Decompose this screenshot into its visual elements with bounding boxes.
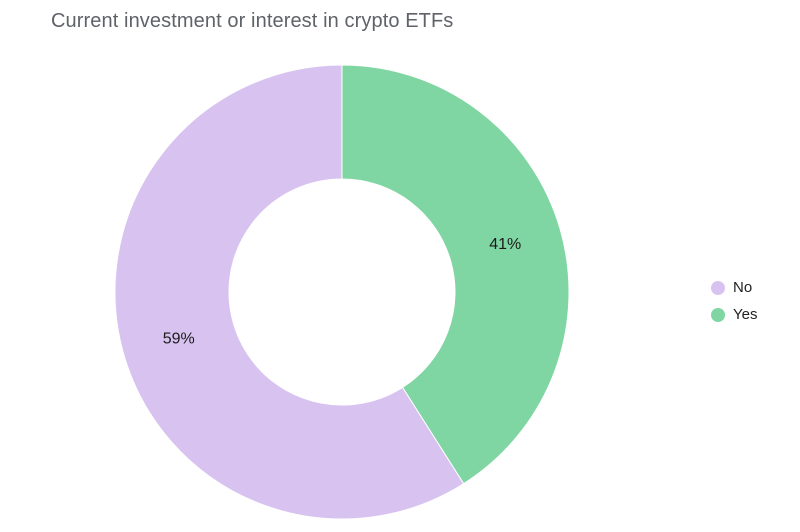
data-label-yes: 41% bbox=[489, 236, 521, 253]
chart-legend: No Yes bbox=[711, 274, 757, 328]
chart-title: Current investment or interest in crypto… bbox=[51, 10, 454, 32]
legend-label-yes: Yes bbox=[733, 306, 758, 323]
legend-item-no[interactable]: No bbox=[711, 274, 757, 301]
slice-no[interactable] bbox=[114, 64, 465, 520]
slice-yes[interactable] bbox=[341, 64, 570, 485]
legend-swatch-no bbox=[711, 280, 725, 295]
legend-item-yes[interactable]: Yes bbox=[711, 301, 757, 328]
data-label-no: 59% bbox=[163, 331, 195, 348]
legend-label-no: No bbox=[733, 279, 753, 296]
legend-swatch-yes bbox=[711, 307, 725, 322]
